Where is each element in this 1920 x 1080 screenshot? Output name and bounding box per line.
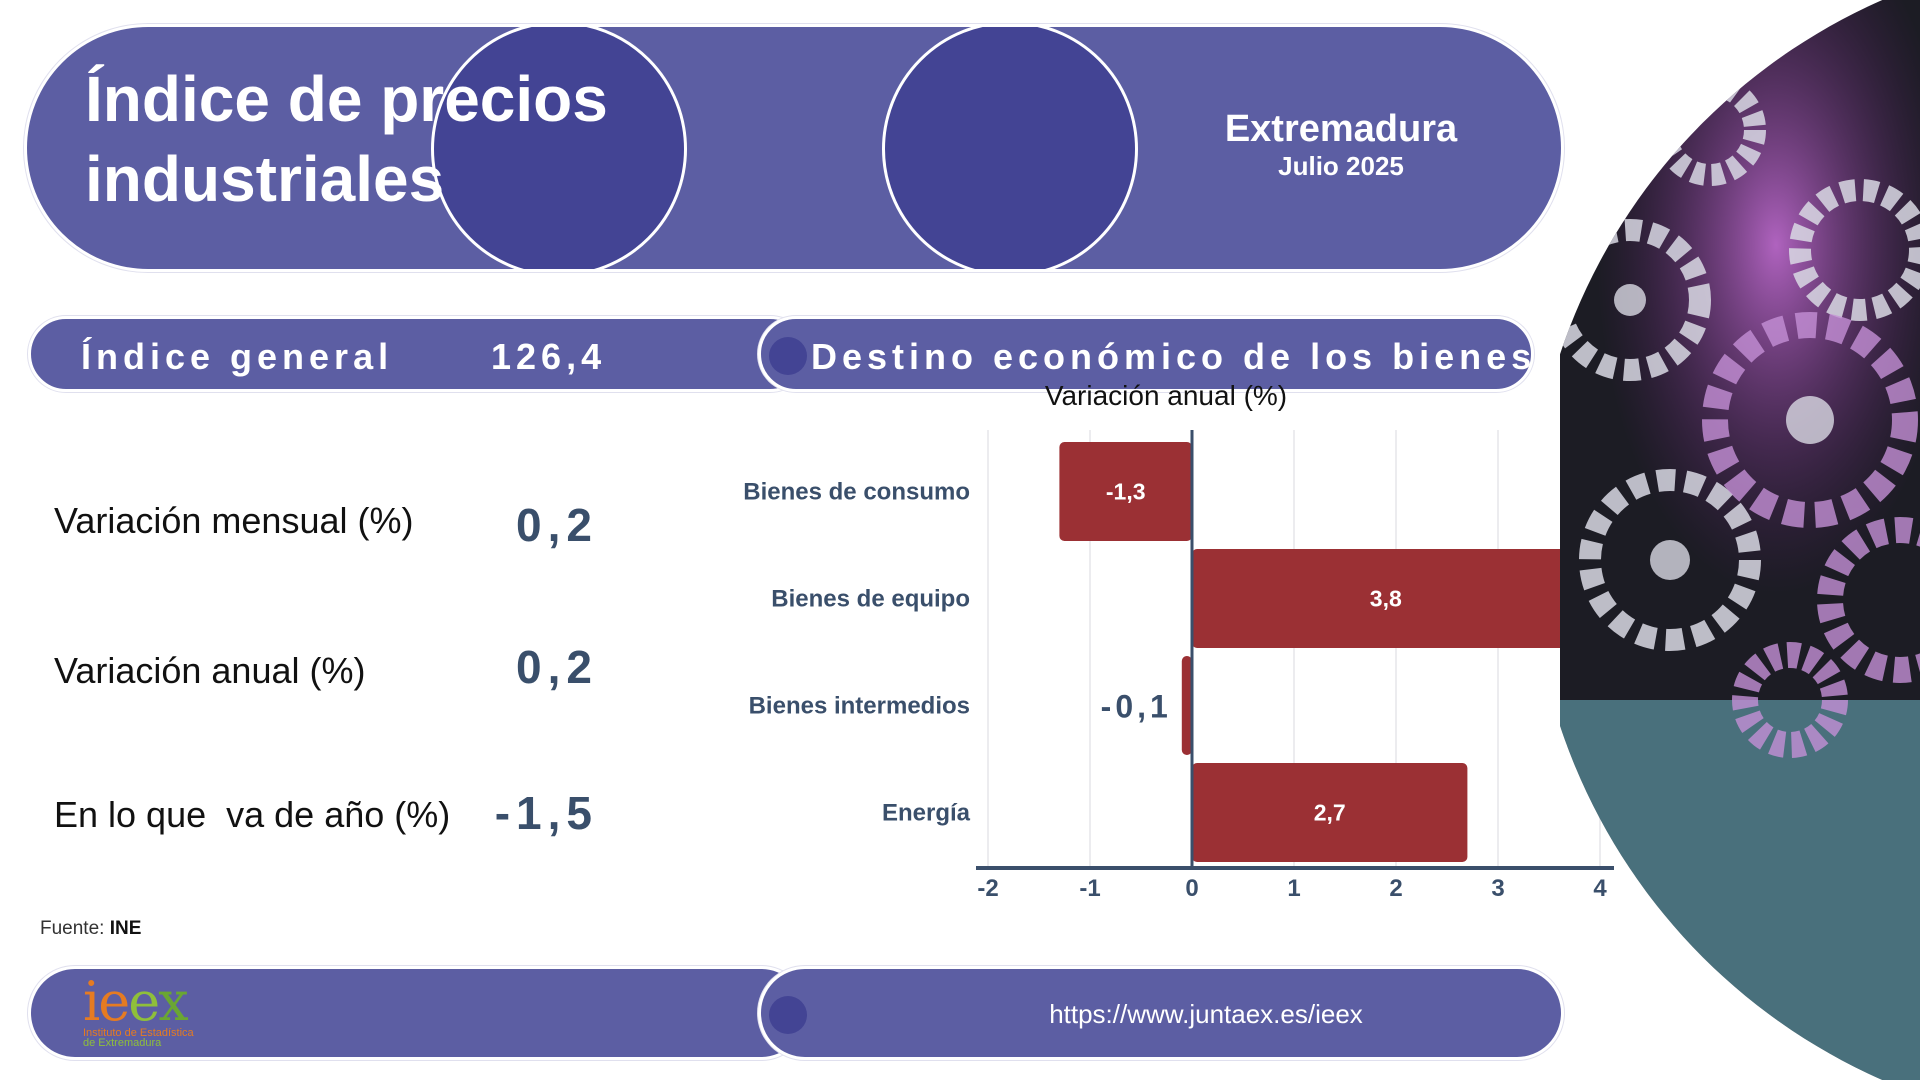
x-tick-label: 1 xyxy=(1287,875,1300,902)
general-index-value: 126,4 xyxy=(491,336,607,377)
region-name: Extremadura xyxy=(1224,108,1458,150)
footer-left: ieex Instituto de Estadística de Extrema… xyxy=(28,966,808,1060)
x-tick-label: -2 xyxy=(977,875,998,902)
chart-section-heading: Destino económico de los bienes xyxy=(811,336,1537,377)
page-title: Índice de precios industriales xyxy=(85,59,685,219)
kpi-annual-label: Variación anual (%) xyxy=(54,650,366,691)
title-banner: Índice de precios industriales Extremadu… xyxy=(24,24,1564,272)
ieex-logo[interactable]: ieex Instituto de Estadística de Extrema… xyxy=(83,975,223,1055)
title-line-1: Índice de precios xyxy=(85,63,608,135)
logo-wordmark: ieex xyxy=(83,975,223,1029)
website-link[interactable]: https://www.juntaex.es/ieex xyxy=(1049,999,1363,1029)
title-line-2: industriales xyxy=(85,143,445,215)
category-label: Bienes de equipo xyxy=(771,586,970,613)
general-index-header: Índice general 126,4 xyxy=(28,316,808,392)
x-tick-label: 0 xyxy=(1185,875,1198,902)
x-tick-label: 3 xyxy=(1491,875,1504,902)
chart-section-header: Destino económico de los bienes xyxy=(758,316,1534,392)
logo-letter-x: x xyxy=(158,970,189,1033)
bar xyxy=(1192,549,1580,648)
data-label: 3,8 xyxy=(1370,586,1402,612)
x-tick-label: -1 xyxy=(1079,875,1100,902)
x-tick-label: 4 xyxy=(1593,875,1607,902)
data-label: -0,1 xyxy=(1101,689,1172,725)
source-note: Fuente: INE xyxy=(40,918,141,940)
annual-variation-chart: Variación anual (%) Bienes de consumo -1,3… xyxy=(743,380,1614,902)
decorative-circle xyxy=(882,27,1138,269)
data-label: -1,3 xyxy=(1106,479,1146,505)
x-tick-label: 2 xyxy=(1389,875,1402,902)
category-label: Bienes intermedios xyxy=(749,693,970,720)
data-label: 2,7 xyxy=(1314,800,1346,826)
logo-line-1: Instituto de Estadística xyxy=(83,1027,194,1039)
decorative-circle xyxy=(431,27,687,269)
gears-illustration-icon xyxy=(1560,0,1920,1080)
chart-title: Variación anual (%) xyxy=(1045,380,1287,411)
footer-right: https://www.juntaex.es/ieex xyxy=(758,966,1564,1060)
source-prefix: Fuente: xyxy=(40,918,105,939)
logo-letter-i: i xyxy=(83,970,100,1033)
category-label: Energía xyxy=(882,800,971,827)
kpi-ytd-label: En lo que va de año (%) xyxy=(54,794,451,835)
bar xyxy=(1059,442,1192,541)
decorative-knob xyxy=(769,337,807,375)
report-date: Julio 2025 xyxy=(1278,151,1404,181)
category-label: Bienes de consumo xyxy=(743,479,970,506)
logo-letter-e: e xyxy=(128,970,160,1033)
decorative-knob xyxy=(769,996,807,1034)
source-name: INE xyxy=(109,918,142,939)
general-index-label: Índice general xyxy=(81,336,394,377)
logo-letter-e: e xyxy=(98,970,130,1033)
logo-line-2: de Extremadura xyxy=(83,1037,162,1049)
kpi-annual-value: 0,2 xyxy=(516,641,598,693)
bar xyxy=(1181,656,1192,755)
kpi-monthly-label: Variación mensual (%) xyxy=(54,500,414,541)
kpi-monthly-value: 0,2 xyxy=(516,499,598,551)
kpi-ytd-value: -1,5 xyxy=(494,787,598,839)
region-block: Extremadura Julio 2025 xyxy=(1191,107,1491,181)
bar xyxy=(1192,763,1468,862)
